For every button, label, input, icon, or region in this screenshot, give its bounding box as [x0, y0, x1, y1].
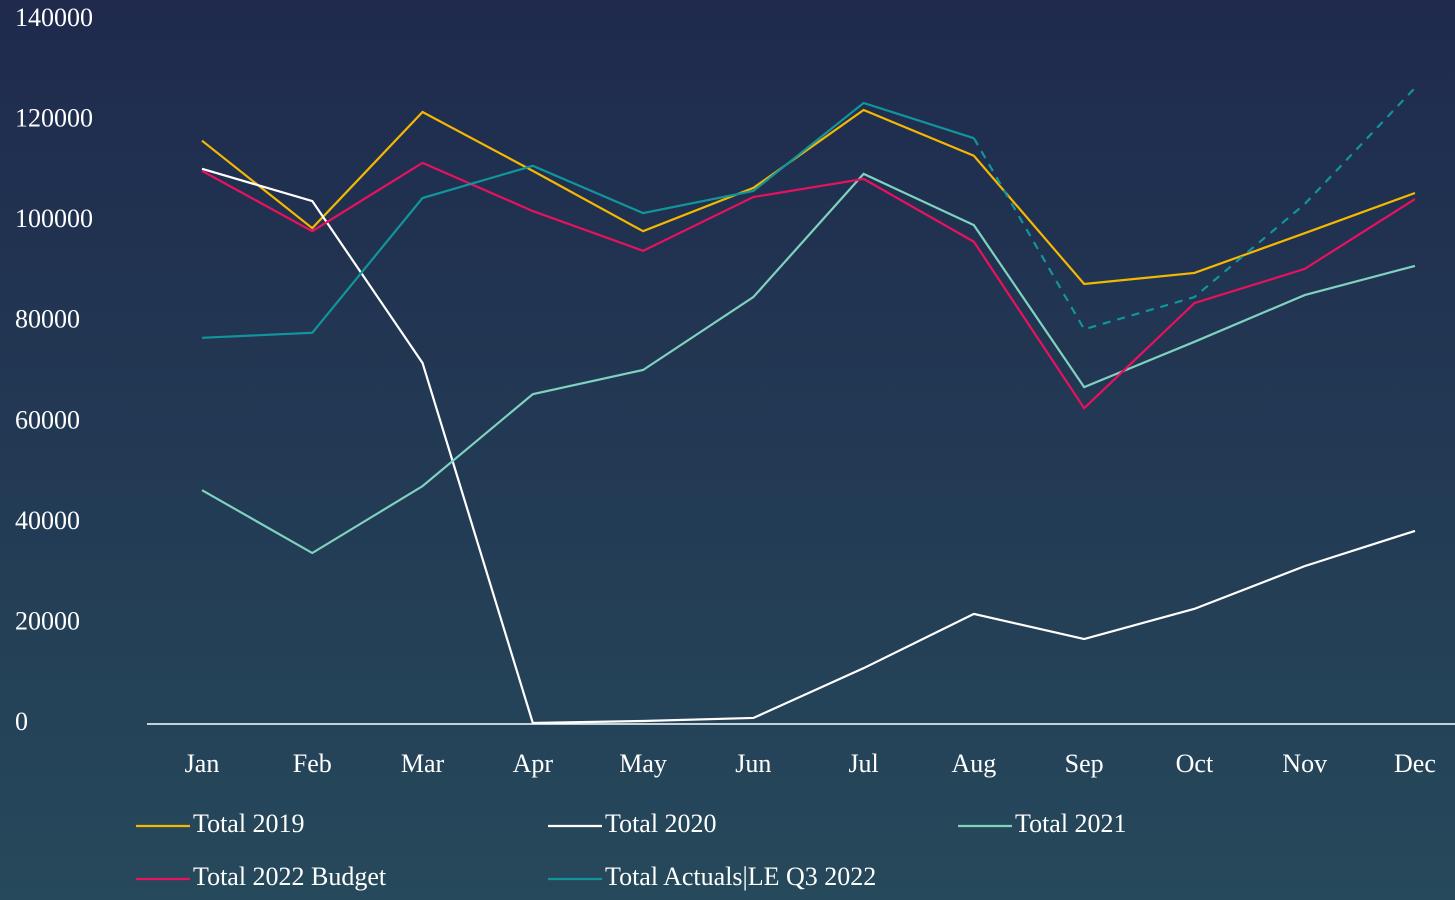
legend-label: Total 2019 — [193, 809, 305, 838]
y-tick-label: 0 — [15, 707, 28, 736]
x-tick-label: Jul — [848, 749, 878, 778]
legend-label: Total Actuals|LE Q3 2022 — [605, 862, 876, 891]
y-tick-label: 60000 — [15, 405, 80, 434]
x-tick-label: Apr — [513, 749, 554, 778]
series-line — [201, 167, 1416, 725]
x-tick-label: Feb — [293, 749, 332, 778]
x-tick-label: Nov — [1282, 749, 1327, 778]
y-tick-label: 120000 — [15, 104, 93, 133]
series-line — [201, 161, 1416, 410]
legend-label: Total 2021 — [1015, 809, 1127, 838]
legend-label: Total 2020 — [605, 809, 717, 838]
series-line — [201, 172, 1416, 555]
y-tick-label: 100000 — [15, 204, 93, 233]
y-tick-label: 40000 — [15, 506, 80, 535]
x-tick-label: Sep — [1065, 749, 1104, 778]
series-line — [201, 108, 1416, 286]
legend-label: Total 2022 Budget — [193, 862, 387, 891]
x-tick-label: Dec — [1394, 749, 1436, 778]
y-tick-label: 140000 — [15, 3, 93, 32]
x-tick-label: Jun — [735, 749, 771, 778]
x-tick-label: May — [619, 749, 667, 778]
x-tick-label: Mar — [401, 749, 445, 778]
x-tick-label: Jan — [185, 749, 220, 778]
x-tick-label: Oct — [1176, 749, 1214, 778]
x-tick-label: Aug — [951, 749, 996, 778]
series-line-dashed — [972, 87, 1416, 331]
y-tick-label: 20000 — [15, 606, 80, 635]
y-tick-label: 80000 — [15, 305, 80, 334]
series-line — [201, 101, 975, 339]
